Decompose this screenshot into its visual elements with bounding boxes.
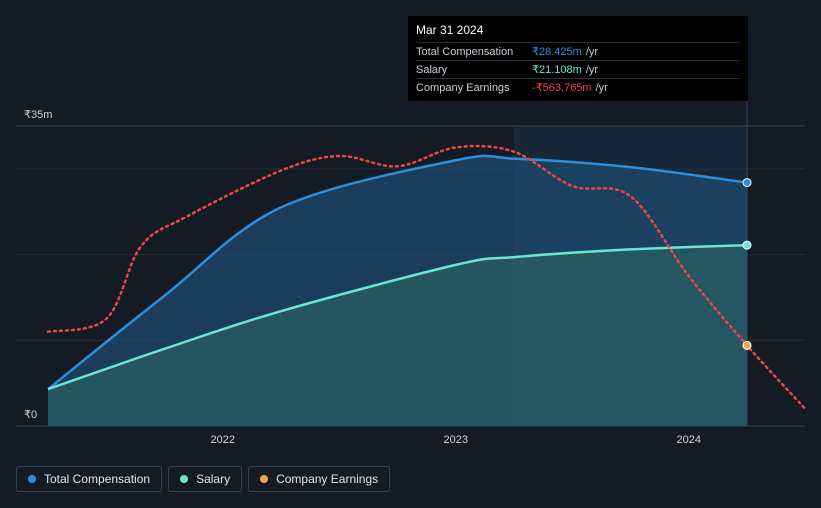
x-tick-label: 2024 [677,434,701,446]
legend-company-earnings[interactable]: Company Earnings [248,466,391,492]
legend-label: Total Compensation [44,472,151,486]
tooltip-value: ₹28.425m [532,46,582,58]
chart-legend: Total Compensation Salary Company Earnin… [16,466,391,492]
tooltip-value: ₹21.108m [532,64,582,76]
legend-label: Company Earnings [276,472,379,486]
salary-marker [742,240,752,250]
tooltip-label: Company Earnings [416,81,510,94]
tooltip-row-total: Total Compensation ₹28.425m /yr [416,43,740,61]
tooltip-row-earnings: Company Earnings -₹563.765m /yr [416,79,740,96]
chart-tooltip: Mar 31 2024 Total Compensation ₹28.425m … [408,16,748,101]
legend-dot-icon [28,475,36,483]
legend-total-compensation[interactable]: Total Compensation [16,466,163,492]
total-compensation-line [47,154,748,391]
tooltip-label: Salary [416,63,448,76]
y-axis-bottom-label: ₹0 [24,409,37,421]
company-earnings-marker [742,340,752,350]
tooltip-date: Mar 31 2024 [416,23,740,43]
tooltip-value: -₹563.765m [532,82,592,94]
total-compensation-marker [742,178,752,188]
tooltip-label: Total Compensation [416,45,514,58]
x-tick-label: 2022 [211,434,235,446]
salary-line [47,243,748,391]
legend-salary[interactable]: Salary [168,466,243,492]
salary-area [48,245,747,426]
tooltip-unit: /yr [585,63,599,76]
tooltip-unit: /yr [595,81,608,94]
tooltip-unit: /yr [585,45,599,58]
x-axis-ticks: 2022 2023 2024 [211,434,701,446]
tooltip-row-salary: Salary ₹21.108m /yr [416,61,740,79]
legend-dot-icon [180,475,189,483]
company-earnings-line [46,144,807,411]
highlight-markers [742,178,752,350]
legend-dot-icon [260,475,269,483]
x-tick-label: 2023 [444,434,468,446]
legend-label: Salary [196,472,231,486]
y-axis-top-label: ₹35m [24,109,52,121]
